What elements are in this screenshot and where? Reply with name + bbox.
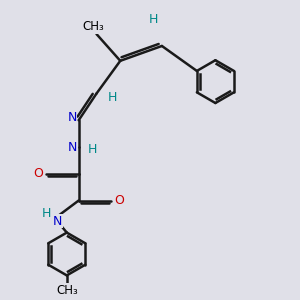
Text: H: H — [42, 207, 51, 220]
Text: H: H — [108, 92, 118, 104]
Text: CH₃: CH₃ — [56, 284, 78, 297]
Text: N: N — [52, 215, 62, 228]
Text: N: N — [68, 140, 77, 154]
Text: H: H — [87, 143, 97, 157]
Text: O: O — [34, 167, 44, 180]
Text: CH₃: CH₃ — [83, 20, 104, 33]
Text: H: H — [148, 13, 158, 26]
Text: O: O — [114, 194, 124, 207]
Text: N: N — [68, 111, 77, 124]
